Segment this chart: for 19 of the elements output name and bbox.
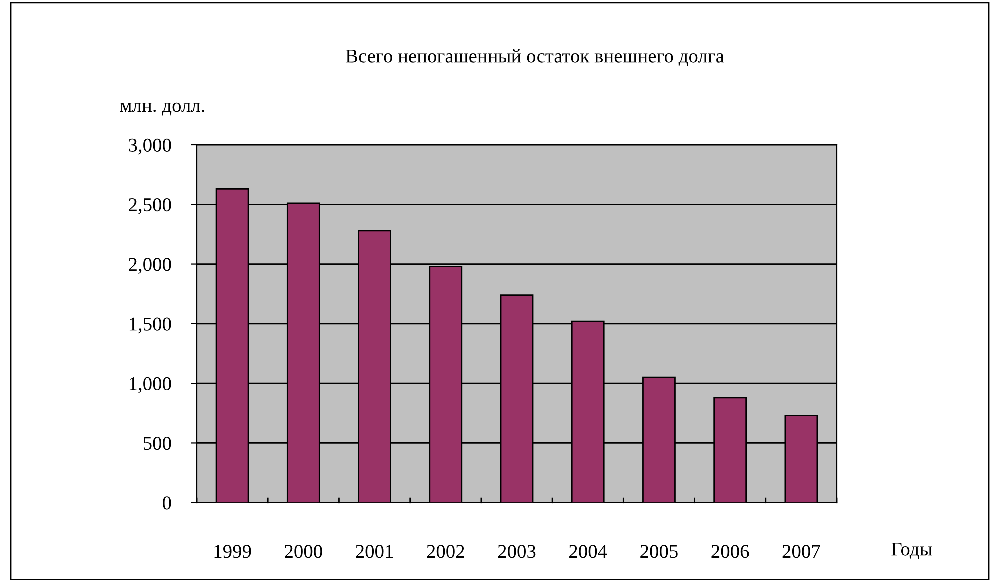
y-axis-title: млн. долл. — [120, 102, 204, 116]
x-tick-label: 2001 — [356, 545, 394, 558]
y-tick-label: 0 — [163, 496, 172, 510]
x-tick-label: 1999 — [214, 545, 252, 558]
x-tick-label: 2006 — [712, 545, 750, 558]
x-tick-label: 2005 — [640, 545, 678, 558]
x-tick-label: 2004 — [570, 545, 608, 558]
x-tick-label: 2007 — [782, 545, 820, 558]
y-tick-label: 1,000 — [130, 377, 172, 394]
y-tick-label: 3,000 — [129, 138, 172, 155]
x-tick-label: 2000 — [285, 545, 322, 558]
x-tick-label: 2002 — [427, 545, 464, 558]
x-axis-title: Годы — [892, 542, 932, 560]
chart-title: Всего непогашенный остаток внешнего долга — [346, 49, 724, 66]
x-tick-label: 2003 — [498, 545, 536, 558]
y-tick-label: 2,000 — [129, 258, 172, 274]
y-tick-label: 500 — [144, 437, 172, 450]
y-tick-label: 2,500 — [129, 198, 172, 214]
y-tick-label: 1,500 — [130, 318, 172, 334]
